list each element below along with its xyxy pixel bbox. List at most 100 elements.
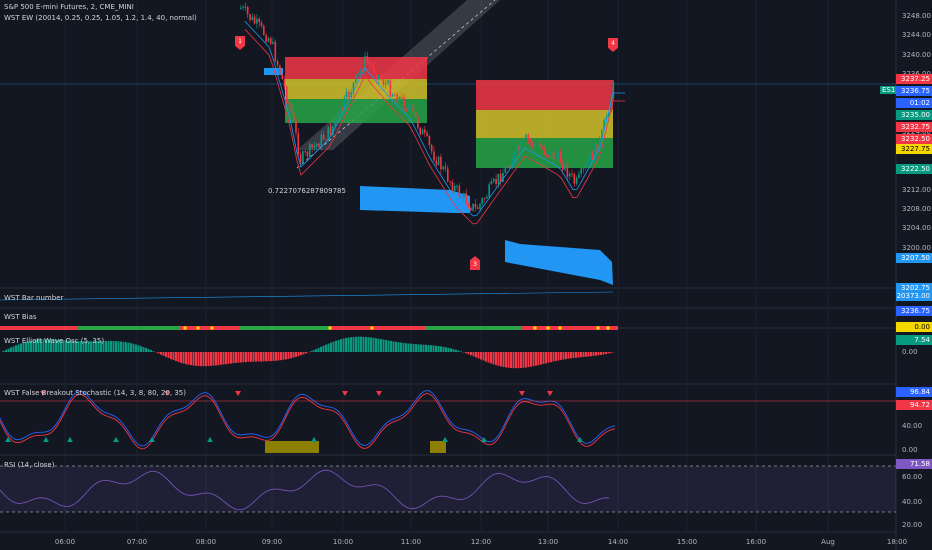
bias-segment [384, 326, 390, 330]
ewo-bar [352, 336, 355, 352]
stoch-zone-2 [430, 441, 446, 453]
ewo-title[interactable]: WST Elliott Wave Osc (5, 35) [4, 337, 105, 345]
candle-body [603, 119, 605, 131]
stoch-down-arrow [164, 391, 170, 396]
ewo-bar [85, 341, 87, 352]
bias-segment [96, 326, 102, 330]
candle-body [306, 151, 309, 157]
ewo-bar [305, 352, 307, 354]
bias-segment [174, 326, 180, 330]
ewo-bar [605, 352, 607, 355]
candle-body [389, 80, 392, 97]
ewo-bar [302, 352, 305, 355]
candle-body [253, 16, 256, 24]
candle-body [555, 157, 557, 160]
candle-body [435, 160, 438, 166]
candle-body [286, 86, 288, 103]
ewo-bar [15, 345, 17, 352]
ewo-bar [17, 344, 20, 352]
price-label: 01:02 [896, 98, 932, 108]
price-tick: 3236.00 [902, 70, 931, 78]
candle-body [276, 61, 279, 66]
candle-body [341, 107, 343, 110]
candle-body [380, 74, 382, 80]
bias-segment [246, 326, 252, 330]
bias-segment [510, 326, 516, 330]
ewo-bar [472, 352, 475, 357]
price-tick: 3200.00 [902, 243, 931, 252]
ewo-bar [275, 352, 277, 361]
candle-body [315, 143, 318, 146]
ewo-bar [215, 352, 217, 366]
ewo-bar [180, 352, 182, 363]
bias-segment [402, 326, 408, 330]
bias-segment [336, 326, 342, 330]
ewo-bar [217, 352, 220, 366]
ewo-bar [452, 349, 455, 352]
ewo-bar [77, 340, 80, 352]
candle-body [529, 140, 532, 143]
ewo-bar [175, 352, 177, 362]
ew-indicator-title[interactable]: WST EW (20014, 0.25, 0.25, 1.05, 1.2, 1.… [4, 14, 197, 22]
ewo-bar [350, 337, 352, 352]
ewo-bar [577, 352, 580, 358]
candle-body [405, 109, 408, 111]
candle-body [304, 151, 306, 153]
candle-body [525, 134, 527, 138]
ewo-bar [520, 352, 522, 369]
ewo-bar [507, 352, 510, 368]
candle-body [518, 146, 520, 150]
ewo-bar [142, 347, 145, 352]
ewo-bar [582, 352, 585, 357]
fbs-value2-label: 94.72 [896, 400, 932, 410]
bias-segment [414, 326, 420, 330]
ewo-bar [575, 352, 577, 358]
ewo-bar [447, 347, 450, 352]
stoch-down-arrow [40, 391, 46, 396]
candle-body [552, 151, 555, 160]
stoch-down-arrow [519, 391, 525, 396]
ewo-bar [480, 352, 482, 360]
bias-segment [360, 326, 366, 330]
rsi-title[interactable]: RSI (14, close) [4, 461, 55, 469]
candle-body [493, 179, 495, 182]
ewo-bar [445, 347, 447, 352]
candle-body [497, 173, 500, 184]
fbs-title[interactable]: WST False Breakout Stochastic (14, 3, 8,… [4, 389, 186, 397]
ewo-bar [440, 346, 442, 352]
ewo-bar [317, 347, 320, 352]
candle-body [382, 79, 385, 85]
ewo-bar [427, 345, 430, 352]
bias-segment [570, 326, 576, 330]
candle-body [394, 94, 396, 96]
bias-segment [228, 326, 234, 330]
candle-body [359, 69, 362, 73]
ewo-bar [237, 352, 240, 363]
ewo-bar [432, 345, 435, 352]
bias-title[interactable]: WST Bias [4, 313, 37, 321]
candle-body [506, 166, 509, 168]
ewo-bar [505, 352, 507, 368]
bar-number-title[interactable]: WST Bar number [4, 294, 64, 302]
bias-segment [600, 326, 606, 330]
stoch-up-arrow [207, 437, 213, 442]
ewo-bar [342, 338, 345, 352]
ewo-bar [397, 342, 400, 352]
symbol-title[interactable]: S&P 500 E-mini Futures, 2, CME_MINI [4, 3, 134, 11]
ewo-bar [62, 340, 65, 352]
ewo-bar [455, 349, 457, 352]
ewo-bar [435, 345, 437, 352]
candle-body [610, 98, 612, 113]
candle-body [424, 129, 426, 133]
candle-body [251, 16, 254, 21]
ewo-bar [287, 352, 290, 359]
fbs-tick-40: 40.00 [902, 422, 923, 430]
ewo-bar [252, 352, 255, 362]
bias-segment [540, 326, 546, 330]
stoch-up-arrow [577, 437, 583, 442]
ewo-bar [367, 337, 370, 352]
candle-body [352, 82, 355, 93]
ewo-bar [147, 348, 150, 352]
price-tick: 3244.00 [902, 31, 931, 40]
